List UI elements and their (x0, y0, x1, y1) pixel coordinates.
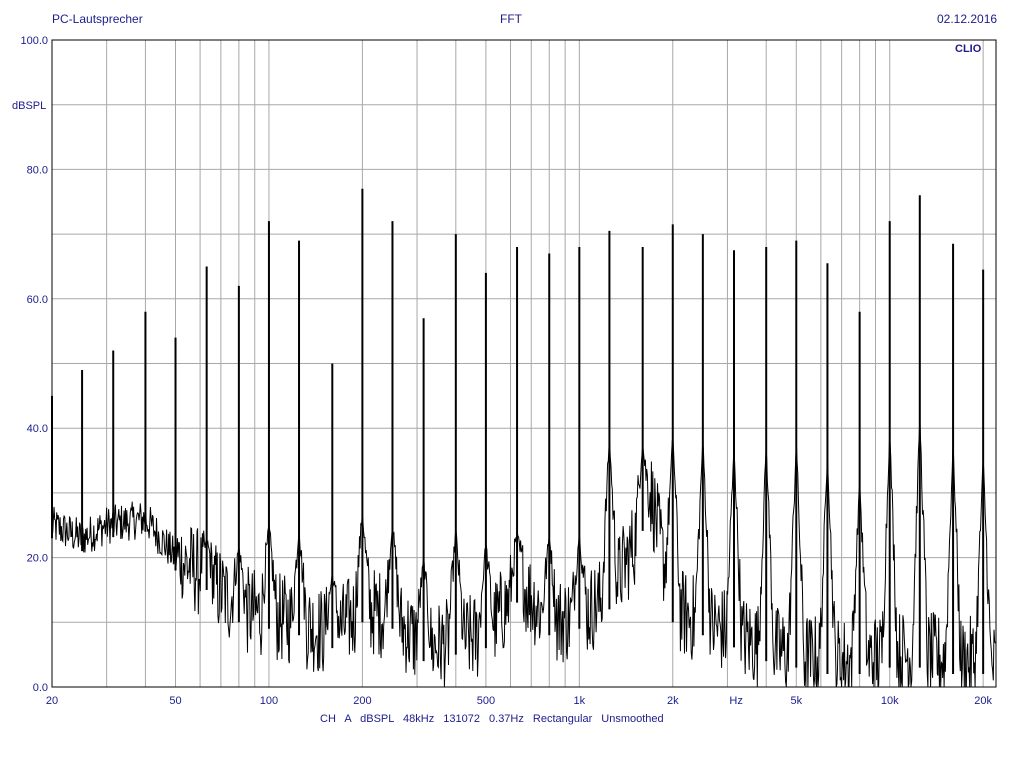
chart-title-center: FFT (500, 12, 522, 26)
spectrum-trace (51, 188, 997, 688)
chart-title-left: PC-Lautsprecher (52, 12, 143, 26)
x-tick-label: 500 (477, 695, 495, 707)
y-tick-label: 100.0 (20, 35, 48, 47)
y-axis-ticks: 0.0 20.0 40.0 60.0 80.0 100.0 (20, 35, 48, 694)
x-tick-label: 5k (790, 695, 802, 707)
y-tick-label: 20.0 (27, 553, 48, 565)
x-tick-label: 100 (260, 695, 278, 707)
x-tick-label: 20k (974, 695, 992, 707)
y-axis-label: dBSPL (12, 100, 46, 112)
x-tick-label: 1k (574, 695, 586, 707)
x-tick-label: 50 (169, 695, 181, 707)
x-axis-ticks: 20 50 100 200 500 1k 2k Hz 5k 10k 20k (46, 695, 993, 707)
chart-date: 02.12.2016 (937, 12, 998, 26)
y-tick-label: 60.0 (27, 294, 48, 306)
noise-floor-line (51, 416, 997, 688)
x-tick-label: 10k (881, 695, 899, 707)
plot-frame (51, 39, 997, 688)
x-tick-label: Hz (729, 695, 742, 707)
y-tick-label: 40.0 (27, 423, 48, 435)
measurement-info: CH A dBSPL 48kHz 131072 0.37Hz Rectangul… (320, 713, 664, 725)
x-tick-label: 200 (353, 695, 371, 707)
y-tick-label: 80.0 (27, 164, 48, 176)
x-tick-label: 20 (46, 695, 58, 707)
y-tick-label: 0.0 (33, 682, 48, 694)
grid-lines (51, 39, 996, 688)
x-tick-label: 2k (667, 695, 679, 707)
clio-logo: CLIO (955, 43, 982, 55)
